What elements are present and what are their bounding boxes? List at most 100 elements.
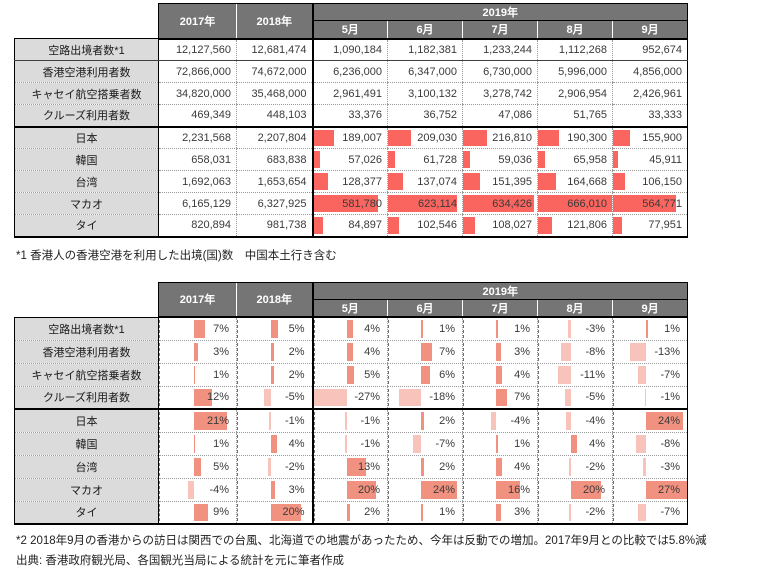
value-text: 6,730,000 <box>483 65 532 78</box>
value-text: 1% <box>213 437 229 450</box>
axis-line <box>388 342 389 361</box>
axis-line <box>159 412 160 430</box>
table-row: 台湾 1,692,063 1,653,654 128,377 137,074 151,39… <box>14 170 689 193</box>
value-text: 1,112,268 <box>558 43 607 56</box>
data-bar <box>270 342 274 361</box>
row-label: 台湾 <box>14 455 159 479</box>
value-text: 137,074 <box>417 175 457 188</box>
row-label: 韓国 <box>14 432 159 456</box>
value-cell: 634,426 <box>462 192 538 215</box>
axis-line <box>538 503 539 521</box>
row-label: 日本 <box>14 126 159 149</box>
axis-line <box>314 481 315 499</box>
data-bar <box>496 320 498 338</box>
value-text: 209,030 <box>417 131 457 144</box>
value-cell: 57,026 <box>311 148 388 171</box>
value-cell: 448,103 <box>236 104 313 128</box>
axis-line <box>314 435 315 453</box>
value-text: -4% <box>510 414 530 427</box>
value-cell: -5% <box>236 386 313 410</box>
row-label: 空路出境者数*1 <box>14 317 159 341</box>
data-bar <box>561 342 572 361</box>
value-cell: -3% <box>611 455 689 479</box>
value-text: 1% <box>514 322 530 335</box>
row-label: 香港空港利用者数 <box>14 60 159 83</box>
table-row: マカオ 6,165,129 6,327,925 581,780 623,114 634,4… <box>14 192 689 215</box>
value-cell: 59,036 <box>462 148 538 171</box>
value-text: 658,031 <box>191 153 231 166</box>
value-cell: 1% <box>387 317 463 341</box>
row-label: クルーズ利用者数 <box>14 386 159 410</box>
axis-line <box>538 388 539 406</box>
value-text: 1,692,063 <box>182 175 231 188</box>
value-cell: 121,806 <box>537 214 613 238</box>
value-text: 1% <box>213 368 229 381</box>
value-cell: 1% <box>158 432 237 456</box>
data-bar <box>538 151 546 168</box>
table-row: クルーズ利用者数 12% -5% -27% -18% 7% -5% -1% <box>14 386 689 410</box>
value-cell: 24% <box>611 409 689 433</box>
axis-line <box>237 412 238 430</box>
data-bar <box>270 365 274 384</box>
axis-line <box>463 412 464 430</box>
value-cell: 47,086 <box>462 104 538 128</box>
value-cell: 155,900 <box>611 126 689 149</box>
value-cell: 20% <box>236 501 313 525</box>
data-bar <box>637 503 647 521</box>
data-bar <box>346 320 353 338</box>
data-bar <box>538 173 557 190</box>
data-bar <box>613 217 622 234</box>
value-text: 128,377 <box>342 175 382 188</box>
value-cell: 7% <box>387 340 463 364</box>
value-text: -5% <box>284 391 305 404</box>
data-bar <box>270 434 277 453</box>
axis-line <box>613 434 614 453</box>
data-bar <box>345 412 347 430</box>
value-cell: -11% <box>537 363 613 387</box>
value-cell: -27% <box>311 386 388 410</box>
data-bar <box>463 195 534 212</box>
data-bar <box>613 195 676 212</box>
value-text: 820,894 <box>191 219 231 232</box>
axis-line <box>538 480 539 499</box>
data-bar <box>496 388 507 406</box>
value-cell: 209,030 <box>387 126 463 149</box>
data-bar <box>557 365 572 384</box>
table-row: 日本 2,231,568 2,207,804 189,007 209,030 216,81… <box>14 126 689 149</box>
axis-line <box>388 365 389 384</box>
value-cell: 61,728 <box>387 148 463 171</box>
value-text: -1% <box>360 437 380 450</box>
value-text: -13% <box>654 345 681 358</box>
value-text: 24% <box>432 483 455 496</box>
data-bar <box>270 503 301 521</box>
value-cell: 33,376 <box>311 104 388 128</box>
value-cell: 35,468,000 <box>236 82 313 105</box>
data-bar <box>193 365 196 384</box>
value-text: 5% <box>364 368 380 381</box>
value-cell: 4% <box>236 432 313 456</box>
data-bar <box>193 457 202 476</box>
value-text: 6,236,000 <box>333 65 382 78</box>
axis-line <box>613 388 614 406</box>
axis-line <box>463 480 464 499</box>
value-cell: 5,996,000 <box>537 60 613 83</box>
data-bar <box>421 342 432 361</box>
table-row: 台湾 5% -2% 13% 2% 4% -2% -3% <box>14 455 689 479</box>
value-text: -7% <box>435 437 455 450</box>
value-cell: 4,856,000 <box>611 60 689 83</box>
value-cell: 20% <box>537 478 613 502</box>
data-bar <box>646 480 687 499</box>
data-bar <box>463 151 470 168</box>
value-text: 2,231,568 <box>182 131 231 144</box>
value-text: 84,897 <box>348 219 382 232</box>
axis-line <box>463 457 464 476</box>
value-cell: 108,027 <box>462 214 538 238</box>
axis-line <box>463 365 464 384</box>
col-header-year: 2018年 <box>236 281 313 318</box>
data-bar <box>193 320 205 338</box>
axis-line <box>237 457 238 476</box>
data-bar <box>566 412 572 430</box>
value-cell: 4% <box>462 363 538 387</box>
axis-line <box>538 457 539 476</box>
value-text: 74,672,000 <box>251 65 307 78</box>
